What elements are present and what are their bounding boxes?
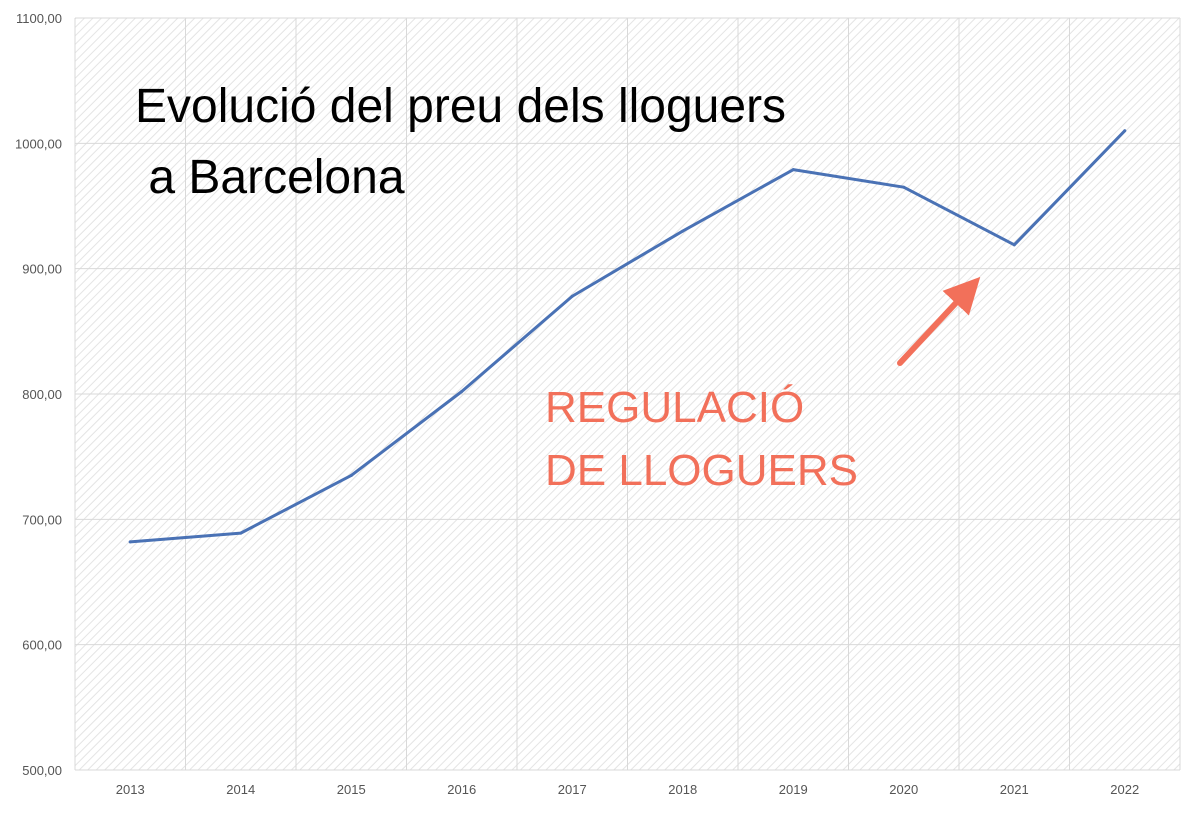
- x-tick-label: 2016: [447, 782, 476, 797]
- x-tick-label: 2015: [337, 782, 366, 797]
- annotation-line-2: DE LLOGUERS: [545, 446, 858, 495]
- y-tick-label: 800,00: [22, 387, 62, 402]
- x-tick-label: 2019: [779, 782, 808, 797]
- chart-title-line-2: a Barcelona: [135, 151, 405, 204]
- x-tick-label: 2013: [116, 782, 145, 797]
- x-tick-label: 2017: [558, 782, 587, 797]
- y-tick-label: 1100,00: [16, 11, 62, 26]
- data-point: [902, 185, 906, 189]
- y-tick-label: 500,00: [22, 763, 62, 778]
- data-point: [460, 389, 464, 393]
- y-tick-label: 700,00: [22, 512, 62, 527]
- x-tick-label: 2021: [1000, 782, 1029, 797]
- data-point: [239, 531, 243, 535]
- x-tick-label: 2022: [1110, 782, 1139, 797]
- data-point: [1012, 243, 1016, 247]
- chart-title-line-1: Evolució del preu dels lloguers: [135, 80, 786, 133]
- data-point: [1123, 129, 1127, 133]
- annotation-line-1: REGULACIÓ: [545, 383, 804, 432]
- data-point: [128, 540, 132, 544]
- annotation-text: REGULACIÓ DE LLOGUERS: [545, 383, 858, 495]
- data-point: [570, 294, 574, 298]
- y-tick-label: 1000,00: [15, 136, 62, 151]
- annotation-arrow: [897, 276, 981, 366]
- x-tick-label: 2018: [668, 782, 697, 797]
- data-point: [791, 168, 795, 172]
- y-tick-label: 600,00: [22, 638, 62, 653]
- x-tick-label: 2020: [889, 782, 918, 797]
- x-tick-label: 2014: [226, 782, 255, 797]
- data-point: [681, 229, 685, 233]
- y-tick-label: 900,00: [22, 262, 62, 277]
- data-point: [349, 473, 353, 477]
- chart-title: Evolució del preu dels lloguers a Barcel…: [135, 80, 799, 204]
- series-line: [128, 129, 1127, 544]
